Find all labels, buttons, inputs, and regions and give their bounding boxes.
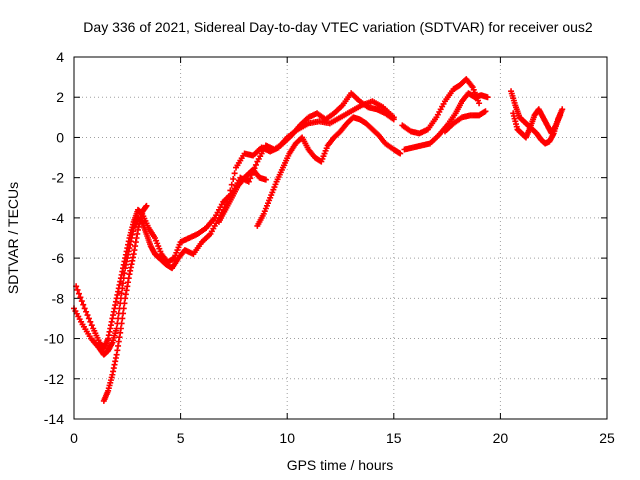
data-point: [117, 325, 124, 332]
data-point: [476, 100, 483, 107]
data-point: [390, 116, 397, 123]
data-point: [119, 315, 126, 322]
y-tick-label: 0: [56, 129, 64, 145]
data-point: [118, 290, 125, 297]
data-point: [231, 170, 238, 177]
data-point: [87, 318, 94, 325]
data-point: [559, 106, 566, 113]
data-point: [88, 322, 95, 329]
data-point: [120, 305, 127, 312]
series-track-8: [441, 108, 489, 135]
data-point: [482, 108, 489, 115]
x-tick-label: 20: [493, 430, 509, 446]
y-tick-label: -2: [52, 170, 65, 186]
chart-title: Day 336 of 2021, Sidereal Day-to-day VTE…: [83, 19, 593, 35]
data-point: [397, 150, 404, 157]
series-track-5: [254, 114, 404, 229]
data-point: [245, 178, 252, 185]
data-point: [85, 315, 92, 322]
y-tick-label: -4: [52, 210, 65, 226]
series-track-3: [100, 202, 150, 404]
x-tick-label: 0: [70, 430, 78, 446]
data-point: [81, 305, 88, 312]
x-tick-label: 15: [386, 430, 402, 446]
y-tick-label: -8: [52, 290, 65, 306]
y-tick-label: -10: [44, 331, 64, 347]
data-point: [230, 176, 237, 183]
series-track-7: [399, 76, 483, 137]
series-track-2: [73, 90, 397, 352]
data-point: [252, 161, 259, 168]
data-point: [484, 94, 491, 101]
data-point: [121, 300, 128, 307]
data-point: [143, 202, 150, 209]
series-track-10: [510, 106, 564, 141]
series-track-9: [508, 88, 566, 147]
data-point: [247, 175, 254, 182]
data-point: [74, 286, 81, 293]
data-point: [228, 181, 235, 188]
y-axis-label: SDTVAR / TECUs: [5, 182, 21, 294]
series-track-4: [215, 166, 269, 225]
x-axis-label: GPS time / hours: [287, 457, 394, 473]
x-tick-label: 5: [177, 430, 185, 446]
x-tick-label: 25: [599, 430, 615, 446]
plot-frame: [73, 56, 608, 420]
data-point: [78, 298, 85, 305]
data-point: [557, 112, 564, 119]
y-tick-label: 2: [56, 89, 64, 105]
data-points: [71, 76, 566, 404]
data-point: [118, 320, 125, 327]
data-point: [77, 294, 84, 301]
y-tick-label: -6: [52, 250, 65, 266]
x-tick-label: 10: [279, 430, 295, 446]
data-point: [80, 301, 87, 308]
data-point: [83, 308, 90, 315]
data-point: [120, 310, 127, 317]
data-point: [262, 176, 269, 183]
y-tick-label: -14: [44, 411, 64, 427]
data-point: [84, 312, 91, 319]
y-tick-label: -12: [44, 371, 64, 387]
data-point: [75, 290, 82, 297]
y-tick-label: 4: [56, 49, 64, 65]
